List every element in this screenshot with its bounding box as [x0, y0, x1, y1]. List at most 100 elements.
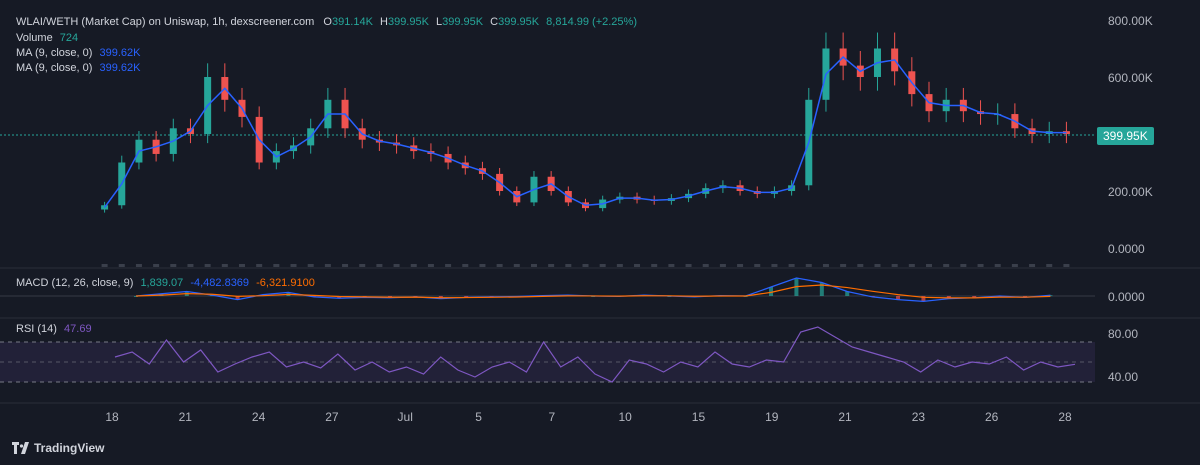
volume-bar [616, 264, 623, 267]
x-tick-label: 10 [618, 410, 632, 424]
volume-legend: Volume 724 [16, 32, 78, 44]
volume-bar [324, 264, 331, 267]
macd-pane [0, 277, 1095, 303]
ma2-label: MA (9, close, 0) [16, 62, 93, 74]
volume-bar [994, 264, 1001, 267]
low-value: 399.95K [442, 16, 484, 28]
ma-line [103, 56, 1067, 208]
volume-bar [187, 264, 194, 267]
high-label: H [380, 16, 388, 28]
x-tick-label: Jul [397, 410, 413, 424]
macd-histogram-bar [896, 296, 901, 300]
volume-bar [960, 264, 967, 267]
volume-bar [1029, 264, 1036, 267]
volume-bar [874, 264, 881, 267]
volume-bar [204, 264, 211, 267]
x-tick-label: 7 [548, 410, 556, 424]
y-tick-800k: 800.00K [1108, 14, 1153, 28]
volume-bar [943, 264, 950, 267]
volume-bar [565, 264, 572, 267]
y-tick-600k: 600.00K [1108, 71, 1153, 85]
ma1-label: MA (9, close, 0) [16, 47, 93, 59]
tradingview-logo-icon [12, 442, 29, 454]
volume-bar [548, 264, 555, 267]
macd-histogram-bar [921, 296, 926, 302]
volume-bar [427, 264, 434, 267]
macd-histogram-bar [972, 296, 977, 298]
volume-bar [496, 264, 503, 267]
volume-bar [737, 264, 744, 267]
x-tick-label: 23 [911, 410, 926, 424]
volume-bar [977, 264, 984, 267]
volume-bar [891, 264, 898, 267]
volume-bar [599, 264, 606, 267]
ma2-value: 399.62K [99, 62, 141, 74]
volume-bar [221, 264, 228, 267]
x-tick-label: 5 [475, 410, 482, 424]
macd-label: MACD (12, 26, close, 9) [16, 277, 134, 289]
volume-bar [926, 264, 933, 267]
volume-value: 724 [59, 32, 79, 44]
open-value: 391.14K [331, 16, 373, 28]
volume-bar [754, 264, 761, 267]
ma1-value: 399.62K [99, 47, 141, 59]
rsi-line [114, 326, 1076, 383]
x-tick-label: 21 [178, 410, 192, 424]
x-tick-label: 15 [691, 410, 706, 424]
ohlc-legend: WLAI/WETH (Market Cap) on Uniswap, 1h, d… [16, 16, 637, 28]
macd-histogram-bar [235, 296, 240, 300]
macd-histogram-bar [819, 282, 824, 296]
volume-bar [1046, 264, 1053, 267]
symbol-title: WLAI/WETH (Market Cap) on Uniswap, 1h, d… [16, 16, 315, 28]
volume-bar [908, 264, 915, 267]
macd-v3: -6,321.9100 [256, 277, 315, 289]
macd-histogram-bar [845, 291, 850, 296]
rsi-tick-40: 40.00 [1108, 370, 1139, 384]
volume-bar [238, 264, 245, 267]
macd-histogram-bar [134, 296, 138, 297]
x-tick-label: 26 [985, 410, 999, 424]
rsi-pane [0, 326, 1095, 383]
volume-bar [634, 264, 641, 267]
macd-v1: 1,839.07 [140, 277, 184, 289]
volume-bar [771, 264, 778, 267]
macd-histogram-bar [464, 296, 469, 298]
volume-bar [101, 264, 108, 267]
volume-bar [805, 264, 812, 267]
volume-bar [582, 264, 589, 267]
x-tick-label: 28 [1058, 410, 1072, 424]
volume-bar [1063, 264, 1070, 267]
volume-bar [462, 264, 469, 267]
macd-signal-line [135, 284, 1051, 299]
rsi-value: 47.69 [64, 323, 92, 335]
current-price-tag: 399.95K [1097, 127, 1154, 145]
volume-bar [118, 264, 125, 267]
brand-name: TradingView [34, 441, 105, 455]
macd-histogram-bar [769, 287, 774, 296]
volume-bar [393, 264, 400, 267]
macd-legend: MACD (12, 26, close, 9) 1,839.07 -4,482.… [16, 277, 315, 289]
volume-bar [719, 264, 726, 267]
volume-bar [153, 264, 160, 267]
close-label: C [490, 16, 499, 28]
open-label: O [323, 16, 332, 28]
volume-bar [445, 264, 452, 267]
volume-bar [359, 264, 366, 267]
volume-bar [857, 264, 864, 267]
x-tick-label: 21 [838, 410, 852, 424]
macd-v2: -4,482.8369 [190, 277, 250, 289]
rsi-tick-80: 80.00 [1108, 327, 1139, 341]
volume-bar [256, 264, 263, 267]
volume-bar [822, 264, 829, 267]
volume-bar [410, 264, 417, 267]
volume-bar [668, 264, 675, 267]
volume-bar [307, 264, 314, 267]
y-tick-200k: 200.00K [1108, 185, 1153, 199]
volume-bar [513, 264, 520, 267]
volume-bar [702, 264, 709, 267]
volume-bar [479, 264, 486, 267]
volume-bar [840, 264, 847, 267]
tradingview-brand: TradingView [12, 441, 104, 455]
volume-bar [530, 264, 537, 267]
